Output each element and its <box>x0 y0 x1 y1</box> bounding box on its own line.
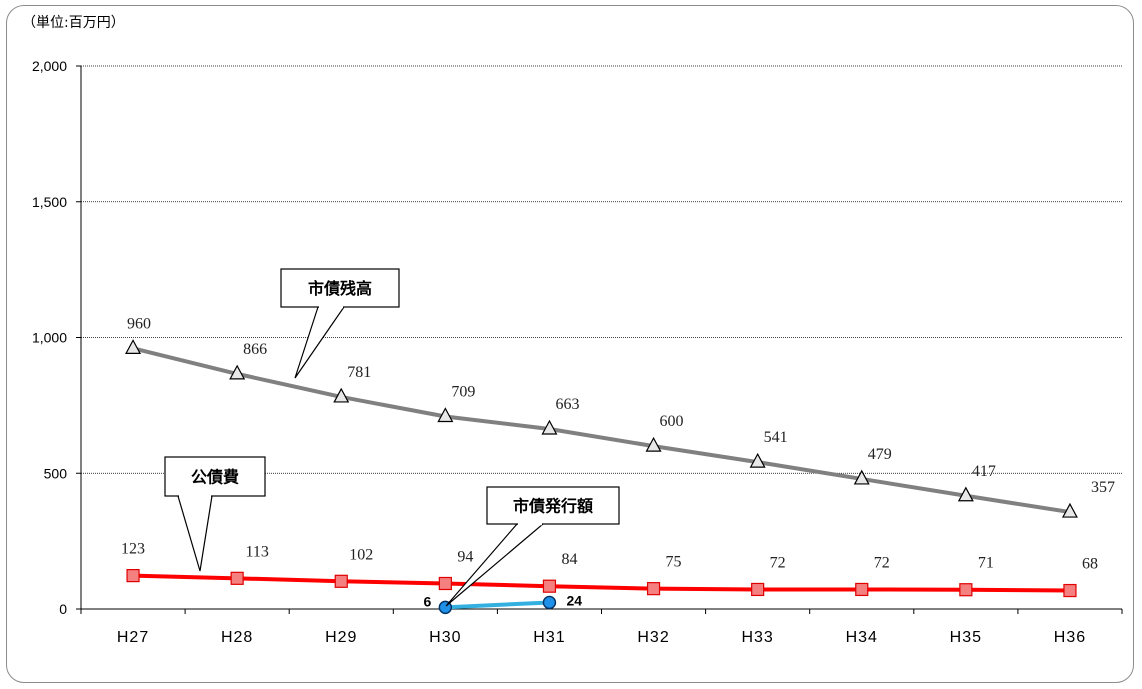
data-label: 663 <box>555 396 579 413</box>
data-labels: 960 866 781 709 663 600 541 479 417 357 123 113 102 9… <box>121 315 1115 609</box>
square-marker <box>751 582 765 597</box>
callout-box <box>164 456 266 497</box>
x-tick-label: H28 <box>221 629 253 646</box>
triangle-marker <box>957 486 974 502</box>
data-label: 960 <box>127 315 151 332</box>
x-tick-label: H35 <box>950 629 982 646</box>
callout-label: 市債発行額 <box>513 497 593 516</box>
y-tick-label: 1,500 <box>32 194 67 210</box>
data-label: 71 <box>978 555 994 572</box>
y-tick-labels: 0 500 1,000 1,500 2,000 <box>32 58 67 617</box>
data-label: 102 <box>349 546 373 563</box>
gridlines <box>81 65 1122 474</box>
x-tick-label: H32 <box>637 629 669 646</box>
data-label: 417 <box>972 463 996 480</box>
square-marker <box>230 571 244 585</box>
axes <box>76 65 1123 614</box>
y-tick-label: 0 <box>59 601 67 617</box>
data-label: 24 <box>566 592 582 608</box>
square-marker <box>646 582 661 596</box>
chart-frame <box>6 5 1134 683</box>
x-tick-label: H27 <box>117 629 149 646</box>
data-label: 84 <box>561 551 577 568</box>
data-label: 709 <box>451 384 475 401</box>
triangle-marker <box>333 387 350 403</box>
x-tick-label: H31 <box>533 629 565 646</box>
data-label: 781 <box>347 364 371 381</box>
x-tick-labels: H27 H28 H29 H30 H31 H32 H33 H34 H35 H36 <box>117 629 1086 646</box>
x-tick-label: H29 <box>325 629 357 646</box>
triangle-marker <box>1061 502 1078 518</box>
data-label: 72 <box>770 554 786 571</box>
y-tick-label: 1,000 <box>32 330 67 346</box>
x-tick-label: H33 <box>741 629 773 646</box>
triangle-marker <box>645 436 662 452</box>
square-marker <box>855 582 869 597</box>
data-label: 72 <box>874 554 890 571</box>
circle-marker <box>542 595 557 610</box>
data-label: 113 <box>245 543 268 560</box>
triangle-marker <box>853 469 870 485</box>
data-label: 541 <box>764 429 788 446</box>
data-label: 866 <box>243 341 267 358</box>
series-lines <box>132 346 1071 610</box>
unit-label: （単位:百万円） <box>22 15 125 31</box>
data-label: 600 <box>660 413 684 430</box>
series-line-0 <box>132 346 1071 515</box>
series-line-2 <box>445 600 550 610</box>
data-label: 75 <box>666 554 682 571</box>
data-label: 479 <box>868 446 892 463</box>
data-label: 68 <box>1082 556 1098 573</box>
series-markers <box>125 339 1078 615</box>
square-marker <box>542 579 557 593</box>
callout-debt-service: 公債費 <box>164 456 266 572</box>
square-marker <box>438 576 452 591</box>
data-label: 123 <box>121 541 145 558</box>
callout-label: 公債費 <box>191 468 239 487</box>
callout-pointer <box>177 495 213 572</box>
callout-debt-balance: 市債残高 <box>280 268 400 379</box>
square-marker <box>334 574 348 588</box>
callout-pointer <box>294 306 346 379</box>
x-tick-label: H30 <box>429 629 461 646</box>
callout-bond-issuance: 市債発行額 <box>445 486 620 607</box>
y-tick-label: 500 <box>44 465 68 481</box>
data-label: 94 <box>457 548 473 565</box>
triangle-marker <box>125 339 142 354</box>
callout-label: 市債残高 <box>308 279 372 298</box>
series-line-1 <box>132 573 1070 593</box>
x-tick-label: H36 <box>1054 629 1086 646</box>
triangle-marker <box>229 364 246 380</box>
x-tick-label: H34 <box>846 629 878 646</box>
y-tick-label: 2,000 <box>32 58 67 74</box>
triangle-marker <box>749 452 766 468</box>
square-marker <box>959 583 973 597</box>
triangle-marker <box>541 419 558 435</box>
triangle-marker <box>437 407 454 423</box>
data-label: 6 <box>424 593 432 609</box>
callout-box <box>486 486 620 525</box>
square-marker <box>1063 583 1077 598</box>
data-label: 357 <box>1091 479 1115 496</box>
square-marker <box>126 569 140 583</box>
